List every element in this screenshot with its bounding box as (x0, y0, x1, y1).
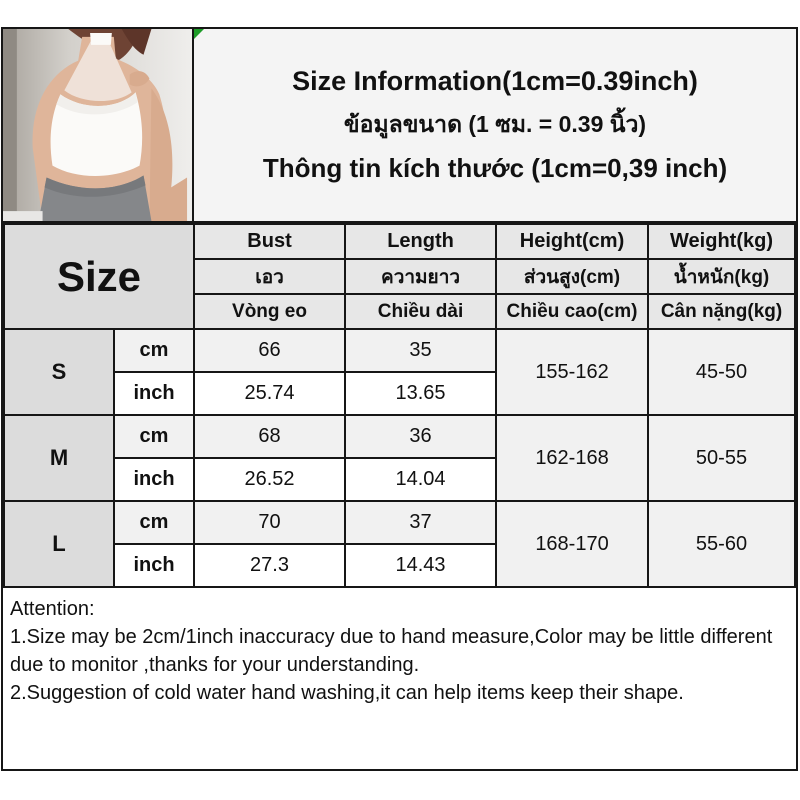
s-weight: 45-50 (647, 328, 796, 416)
col-header-length-th: ความยาว (344, 258, 498, 295)
content-box: Size Information(1cm=0.39inch) ข้อมูลขนา… (1, 27, 798, 771)
title-thai: ข้อมูลขนาด (1 ซม. = 0.39 นิ้ว) (343, 111, 647, 137)
col-header-bust-vi: Vòng eo (193, 293, 347, 330)
corner-marker-icon (194, 29, 204, 39)
size-header-cell: Size (2, 223, 196, 330)
col-header-height-vi: Chiều cao(cm) (495, 293, 650, 330)
attention-heading: Attention: (10, 598, 95, 620)
attention-note-1: 1.Size may be 2cm/1inch inaccuracy due t… (10, 626, 773, 676)
m-bust-cm: 68 (193, 414, 347, 459)
l-length-cm: 37 (344, 500, 498, 545)
unit-cell-inch: inch (112, 457, 196, 502)
title-vietnamese: Thông tin kích thước (1cm=0,39 inch) (262, 153, 728, 183)
product-photo-image (3, 29, 192, 221)
size-label-m: M (3, 414, 115, 502)
table-row-m-inch: inch 26.52 14.04 (4, 457, 795, 502)
l-height: 168-170 (495, 500, 650, 588)
col-header-weight-vi: Cân nặng(kg) (647, 293, 796, 330)
header-row-english: Size Bust Length Height(cm) Weight(kg) (2, 223, 796, 330)
title-english: Size Information(1cm=0.39inch) (292, 66, 698, 96)
col-header-bust-th: เอว (193, 258, 347, 295)
m-weight: 50-55 (647, 414, 796, 502)
unit-cell-cm: cm (112, 414, 196, 459)
col-header-length-vi: Chiều dài (344, 293, 498, 330)
size-label-s: S (3, 328, 115, 416)
table-row-l-inch: inch 27.3 14.43 (4, 543, 795, 588)
s-height: 155-162 (495, 328, 650, 416)
col-header-height-th: ส่วนสูง(cm) (495, 258, 650, 295)
l-length-inch: 14.43 (344, 543, 498, 588)
unit-cell-inch: inch (112, 371, 196, 416)
col-header-weight-en: Weight(kg) (647, 223, 796, 260)
m-height: 162-168 (495, 414, 650, 502)
table-row-l-cm: L cm 70 37 168-170 55-60 (3, 500, 796, 588)
m-length-inch: 14.04 (344, 457, 498, 502)
col-header-height-en: Height(cm) (495, 223, 650, 260)
l-weight: 55-60 (647, 500, 796, 588)
product-photo (3, 29, 194, 221)
title-block: Size Information(1cm=0.39inch) ข้อมูลขนา… (194, 29, 796, 221)
s-length-inch: 13.65 (344, 371, 498, 416)
s-bust-inch: 25.74 (193, 371, 347, 416)
l-bust-inch: 27.3 (193, 543, 347, 588)
top-row: Size Information(1cm=0.39inch) ข้อมูลขนา… (3, 29, 796, 223)
header-row-thai: เอว ความยาว ส่วนสูง(cm) น้ำหนัก(kg) (4, 258, 796, 295)
s-length-cm: 35 (344, 328, 498, 373)
col-header-length-en: Length (344, 223, 498, 260)
size-table: Size Bust Length Height(cm) Weight(kg) เ… (2, 223, 796, 588)
table-row-m-cm: M cm 68 36 162-168 50-55 (3, 414, 796, 502)
s-bust-cm: 66 (193, 328, 347, 373)
unit-cell-cm: cm (112, 328, 196, 373)
table-row-s-cm: S cm 66 35 155-162 45-50 (3, 328, 796, 416)
table-row-s-inch: inch 25.74 13.65 (4, 371, 795, 416)
col-header-bust-en: Bust (193, 223, 347, 260)
attention-section: Attention: 1.Size may be 2cm/1inch inacc… (3, 588, 796, 769)
l-bust-cm: 70 (193, 500, 347, 545)
m-length-cm: 36 (344, 414, 498, 459)
unit-cell-cm: cm (112, 500, 196, 545)
unit-cell-inch: inch (112, 543, 196, 588)
col-header-weight-th: น้ำหนัก(kg) (647, 258, 796, 295)
m-bust-inch: 26.52 (193, 457, 347, 502)
size-label-l: L (3, 500, 115, 588)
header-row-vietnamese: Vòng eo Chiều dài Chiều cao(cm) Cân nặng… (4, 293, 796, 330)
attention-note-2: 2.Suggestion of cold water hand washing,… (10, 682, 684, 704)
